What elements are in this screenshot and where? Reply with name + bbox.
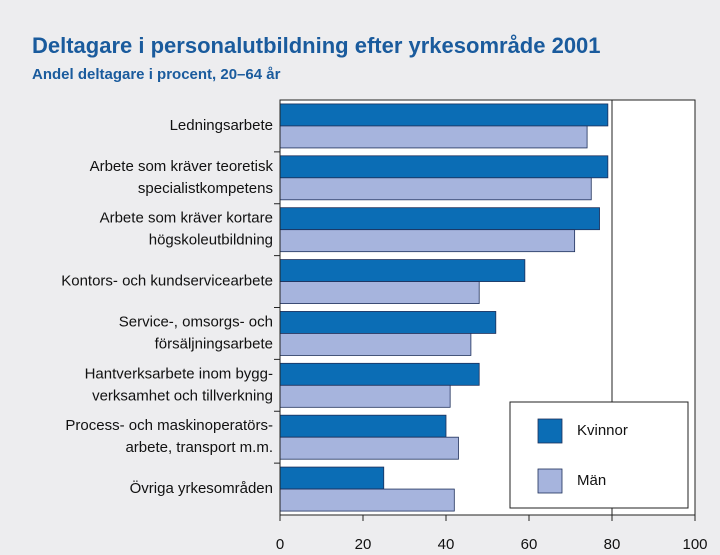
y-tick-label: Övriga yrkesområden bbox=[130, 479, 273, 497]
legend-label: Män bbox=[577, 472, 606, 489]
chart-subtitle: Andel deltagare i procent, 20–64 år bbox=[32, 66, 281, 83]
bar bbox=[279, 125, 588, 149]
y-tick-label: Process- och maskinoperatörs-arbete, tra… bbox=[65, 417, 273, 456]
label-line: Hantverksarbete inom bygg- bbox=[85, 365, 273, 382]
label-line: verksamhet och tillverkning bbox=[92, 387, 273, 404]
bar bbox=[279, 259, 526, 282]
bar bbox=[279, 414, 447, 438]
bar bbox=[279, 362, 480, 386]
legend-label: Kvinnor bbox=[577, 422, 628, 439]
legend-swatch bbox=[537, 418, 563, 444]
x-tick-label: 60 bbox=[521, 536, 538, 553]
x-tick-label: 80 bbox=[604, 536, 621, 553]
x-tick-label: 100 bbox=[682, 536, 707, 553]
label-line: försäljningsarbete bbox=[155, 335, 273, 352]
label-line: Service-, omsorgs- och bbox=[119, 313, 273, 330]
chart-title: Deltagare i personalutbildning efter yrk… bbox=[32, 33, 601, 58]
label-line: arbete, transport m.m. bbox=[125, 439, 273, 456]
bar bbox=[279, 229, 576, 253]
bar bbox=[279, 436, 459, 460]
bar bbox=[279, 281, 480, 304]
plot-frame bbox=[279, 99, 696, 516]
legend-swatch bbox=[537, 468, 563, 494]
bar bbox=[279, 488, 455, 512]
x-tick-label: 0 bbox=[276, 536, 284, 553]
y-tick-label: Service-, omsorgs- och försäljningsarbete bbox=[119, 313, 273, 352]
label-line: specialistkompetens bbox=[138, 180, 273, 197]
label-line: högskoleutbildning bbox=[149, 232, 273, 249]
bar bbox=[279, 155, 609, 179]
bar bbox=[279, 384, 451, 408]
y-tick-label: Arbete som kräver kortare högskoleutbildn… bbox=[100, 210, 273, 249]
y-tick-label: Ledningsarbete bbox=[170, 117, 273, 134]
label-line: Övriga yrkesområden bbox=[130, 479, 273, 497]
y-tick-label: Kontors- och kundservicearbete bbox=[61, 273, 273, 290]
label-line: Ledningsarbete bbox=[170, 117, 273, 134]
y-tick-label: Arbete som kräver teoretisk specialistkom… bbox=[90, 158, 274, 197]
bar bbox=[279, 103, 609, 127]
label-line: Kontors- och kundservicearbete bbox=[61, 273, 273, 290]
y-tick-label: Hantverksarbete inom bygg-verksamhet och… bbox=[85, 365, 273, 404]
bar bbox=[279, 207, 600, 231]
legend-box bbox=[509, 401, 689, 509]
bar bbox=[279, 311, 497, 334]
bar bbox=[279, 177, 592, 201]
x-tick-label: 40 bbox=[438, 536, 455, 553]
label-line: Arbete som kräver teoretisk bbox=[90, 158, 274, 175]
bar bbox=[279, 333, 472, 356]
bar bbox=[279, 466, 385, 490]
x-tick-label: 20 bbox=[355, 536, 372, 553]
label-line: Process- och maskinoperatörs- bbox=[65, 417, 273, 434]
label-line: Arbete som kräver kortare bbox=[100, 210, 273, 227]
